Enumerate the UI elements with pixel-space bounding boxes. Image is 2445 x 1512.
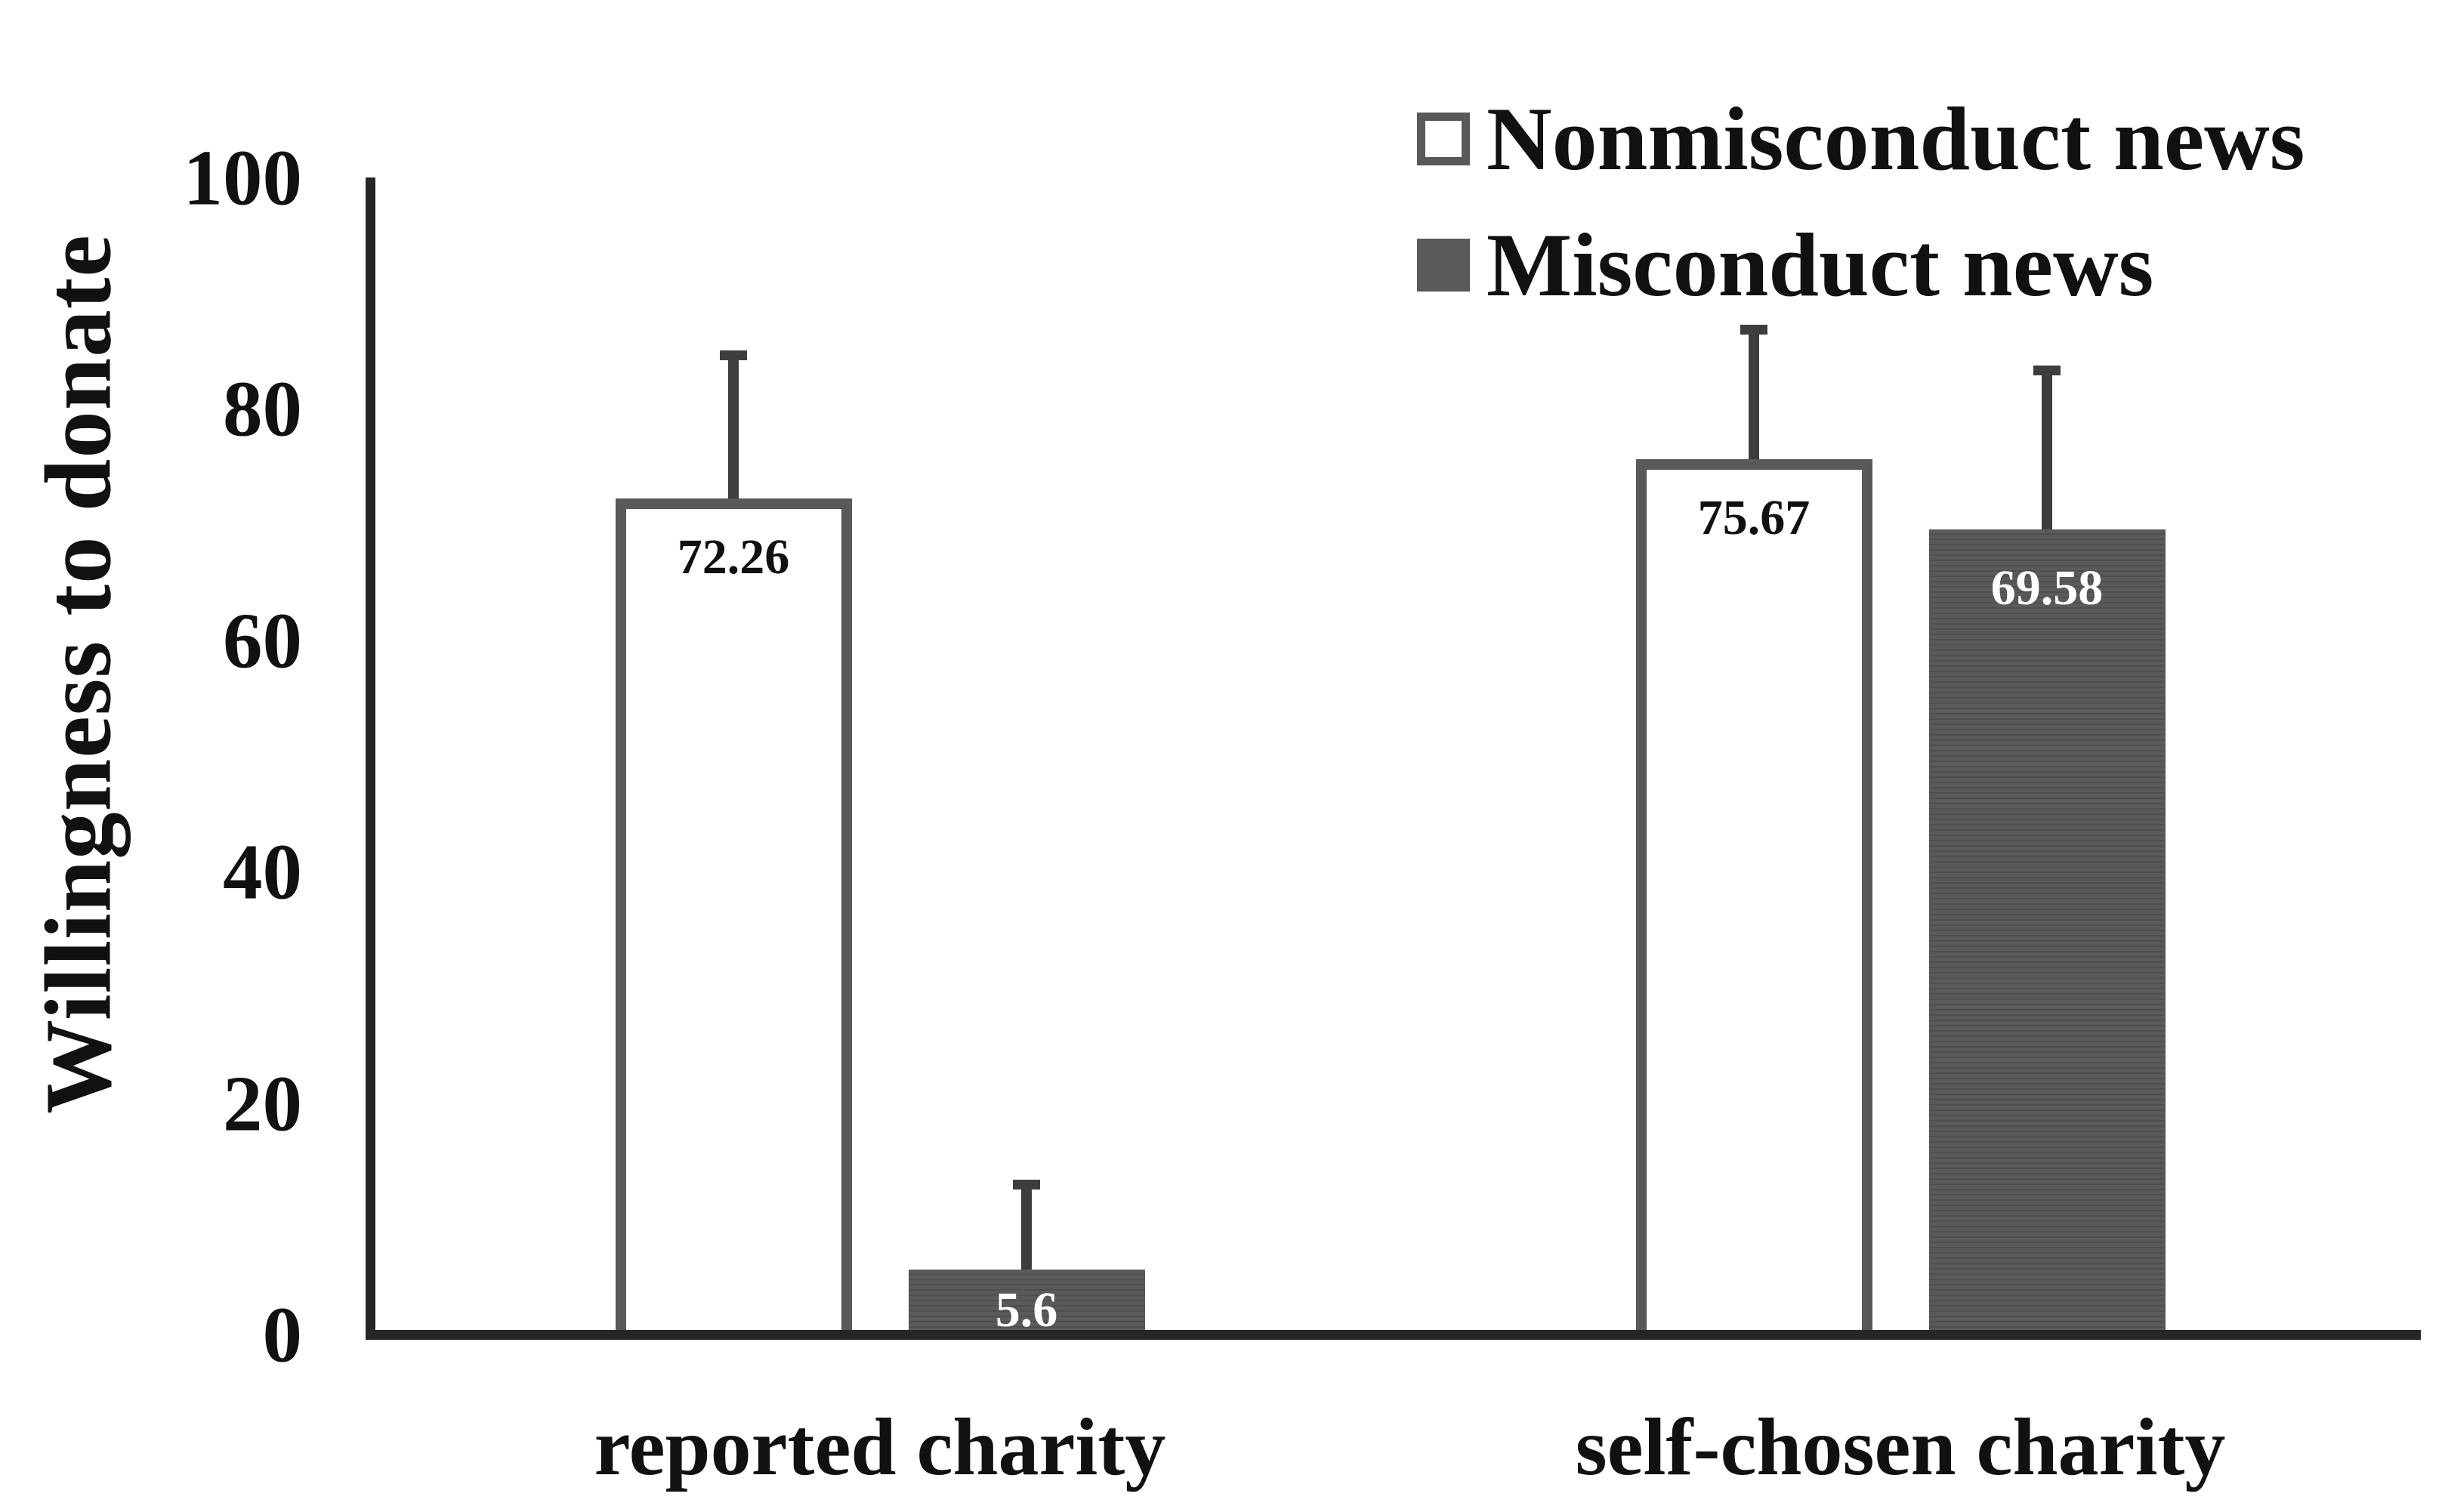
legend-item-nonmisconduct-news: Nonmisconduct news <box>1417 94 2305 184</box>
y-axis-line <box>366 177 375 1340</box>
bar-misconduct-2 <box>1928 529 2166 1340</box>
bar-nonmisconduct-2 <box>1635 458 1872 1340</box>
error-bar-cap <box>1013 1179 1040 1190</box>
error-bar-cap <box>1740 325 1767 335</box>
legend-label-nonmisconduct-news: Nonmisconduct news <box>1486 88 2305 189</box>
y-tick-label: 0 <box>262 1290 303 1379</box>
error-bar-cap <box>720 350 747 360</box>
legend-item-misconduct-news: Misconduct news <box>1417 220 2153 310</box>
error-bar-whisker <box>2042 369 2052 545</box>
error-bar-whisker <box>1749 329 1759 474</box>
bar-value-label: 69.58 <box>1990 560 2104 616</box>
bar-misconduct-1 <box>908 1270 1145 1340</box>
y-tick-label: 20 <box>223 1059 302 1148</box>
legend-swatch-outlined-square-icon <box>1417 113 1470 165</box>
y-tick-label: 80 <box>223 364 302 453</box>
bar-value-label: 5.6 <box>995 1282 1058 1338</box>
bar-nonmisconduct-1 <box>615 498 852 1340</box>
x-axis-line <box>366 1330 2421 1340</box>
bar-value-label: 72.26 <box>677 529 790 585</box>
legend-label-misconduct-news: Misconduct news <box>1486 214 2154 315</box>
error-bar-whisker <box>728 355 739 514</box>
y-tick-label: 40 <box>223 827 302 916</box>
error-bar-whisker <box>1021 1183 1032 1285</box>
bar-value-label: 75.67 <box>1697 489 1811 545</box>
y-tick-label: 60 <box>223 596 302 685</box>
error-bar-cap <box>2033 365 2061 375</box>
category-label: self-chosen charity <box>1575 1402 2226 1492</box>
legend-swatch-filled-square-icon <box>1417 239 1470 292</box>
y-tick-label: 100 <box>183 133 303 222</box>
category-label: reported charity <box>594 1402 1166 1492</box>
